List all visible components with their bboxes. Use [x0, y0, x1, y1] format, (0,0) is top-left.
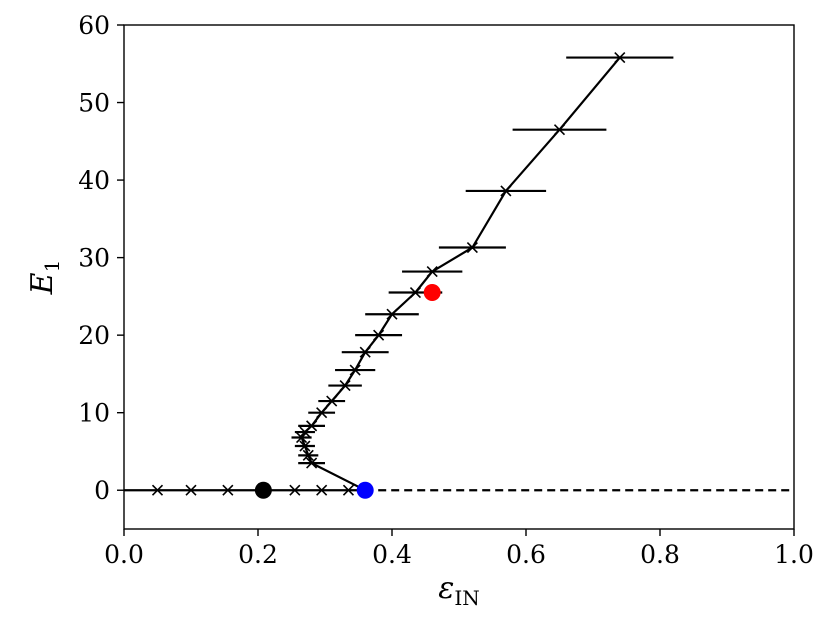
plot-layer [124, 52, 794, 499]
branch-marker [409, 286, 422, 299]
trivial-branch-marker [342, 484, 355, 496]
branch-marker [316, 407, 328, 419]
branch-marker [306, 457, 318, 469]
red-point [423, 284, 441, 302]
trivial-branch-marker [222, 484, 234, 496]
trivial-branch-marker [289, 484, 301, 496]
axes-layer: 0.0 0.2 0.4 0.6 0.8 1.0 0 10 20 30 40 50 60 [78, 11, 814, 569]
y-axis-subscript: 1 [40, 260, 64, 273]
y-tick-label: 30 [78, 244, 110, 273]
branch-marker [466, 241, 478, 254]
x-axis-subscript: IN [454, 586, 479, 610]
blue-point [356, 481, 374, 499]
x-tick-label: 0.6 [506, 540, 546, 569]
trivial-branch-marker [151, 484, 164, 496]
branch-marker [386, 308, 398, 320]
x-tick-label: 0.2 [238, 540, 278, 569]
x-tick-label: 0.4 [372, 540, 412, 569]
branch-marker [373, 329, 385, 341]
plot-frame [123, 24, 795, 530]
x-tick-label: 0.0 [104, 540, 144, 569]
branch-marker [306, 420, 318, 432]
trivial-branch-marker [185, 484, 197, 496]
y-tick-label: 60 [78, 11, 110, 40]
branch-marker [302, 449, 314, 461]
x-tick-label: 0.8 [640, 540, 680, 569]
branch-marker [614, 52, 626, 64]
y-tick-label: 10 [78, 399, 110, 428]
branch-marker [553, 124, 566, 136]
branch-marker [349, 364, 361, 376]
black-point [254, 481, 272, 499]
y-tick-label: 20 [78, 321, 110, 350]
branch-marker [359, 346, 371, 358]
x-axis-symbol: ε [438, 571, 454, 606]
branch-marker [299, 440, 311, 452]
x-axis-label: εIN [438, 571, 480, 610]
branch-marker [500, 185, 512, 197]
branch-line [300, 56, 621, 492]
branch-marker [326, 395, 338, 407]
y-tick-label: 50 [78, 89, 110, 118]
y-tick-label: 0 [94, 476, 110, 505]
y-tick-label: 40 [78, 166, 110, 195]
y-axis-symbol: E [25, 272, 60, 295]
branch-marker [426, 266, 438, 278]
branch-marker [295, 431, 308, 444]
branch-marker [339, 379, 351, 392]
y-axis-label: E1 [25, 260, 64, 296]
x-tick-label: 1.0 [774, 540, 814, 569]
trivial-branch-marker [316, 484, 328, 496]
